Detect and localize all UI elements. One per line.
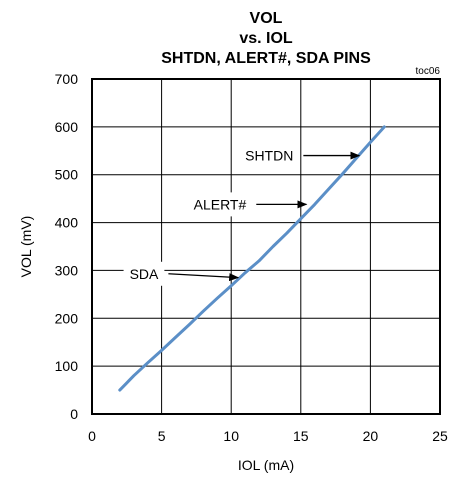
title-line: VOL — [250, 10, 283, 27]
annotation-label: ALERT# — [194, 196, 247, 212]
annotation-label: SHTDN — [245, 148, 293, 164]
grid — [92, 79, 440, 414]
title-line: vs. IOL — [239, 30, 293, 47]
x-tick-label: 5 — [158, 428, 166, 444]
annotation-arrow — [168, 273, 240, 282]
series-group — [118, 125, 386, 392]
y-tick-label: 0 — [70, 406, 78, 422]
annotations: SHTDN ALERT# SDA — [123, 143, 361, 286]
series-line — [118, 125, 386, 392]
x-tick-label: 15 — [293, 428, 309, 444]
chart-title: VOL vs. IOL SHTDN, ALERT#, SDA PINS — [161, 10, 371, 67]
x-tick-label: 20 — [363, 428, 379, 444]
x-tick-label: 10 — [223, 428, 239, 444]
y-tick-label: 500 — [55, 167, 79, 183]
y-tick-label: 400 — [55, 215, 79, 231]
y-tick-label: 300 — [55, 262, 79, 278]
y-tick-label: 600 — [55, 119, 79, 135]
y-axis-label: VOL (mV) — [18, 216, 34, 278]
x-axis-label: IOL (mA) — [238, 457, 294, 473]
figure-code: toc06 — [416, 66, 441, 77]
y-tick-label: 100 — [55, 358, 79, 374]
annotation-label: SDA — [130, 266, 159, 282]
x-axis-ticks: 0 5 10 15 20 25 — [88, 428, 448, 444]
title-line: SHTDN, ALERT#, SDA PINS — [161, 50, 371, 67]
y-tick-label: 200 — [55, 310, 79, 326]
annotation-background — [123, 261, 165, 286]
x-tick-label: 25 — [432, 428, 448, 444]
x-tick-label: 0 — [88, 428, 96, 444]
annotation-background — [239, 143, 300, 168]
plot-frame — [91, 78, 441, 415]
y-tick-label: 700 — [55, 71, 79, 87]
y-axis-ticks: 0 100 200 300 400 500 600 700 — [55, 71, 79, 422]
annotation-background — [187, 192, 253, 217]
